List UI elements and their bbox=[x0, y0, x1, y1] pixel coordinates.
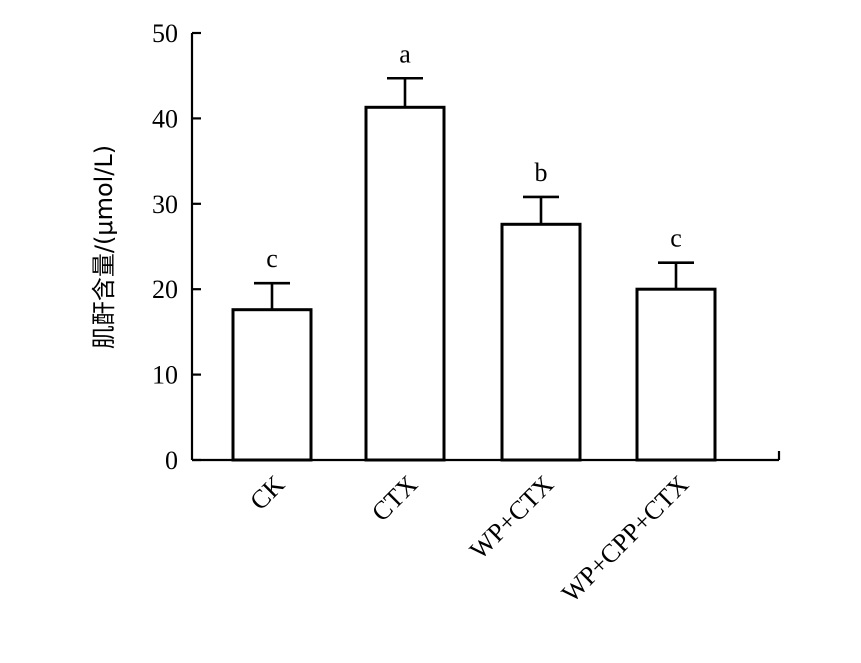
y-tick-label: 20 bbox=[152, 275, 178, 304]
bar bbox=[635, 287, 717, 462]
y-tick-label: 0 bbox=[165, 446, 178, 475]
bars: c a b c bbox=[231, 39, 717, 462]
category-label: CK bbox=[244, 470, 290, 516]
significance-label: c bbox=[670, 224, 682, 253]
significance-label: b bbox=[535, 158, 548, 187]
y-axis: 0 10 20 30 40 50 bbox=[152, 19, 201, 475]
y-tick-label: 30 bbox=[152, 190, 178, 219]
category-label: WP+CTX bbox=[464, 470, 559, 565]
bar bbox=[231, 308, 313, 462]
y-axis-title: 肌酐含量/(μmol/L) bbox=[90, 145, 118, 349]
significance-label: a bbox=[399, 39, 411, 68]
bar bbox=[500, 222, 582, 462]
y-tick-label: 50 bbox=[152, 19, 178, 48]
y-tick-label: 10 bbox=[152, 361, 178, 390]
y-tick-label: 40 bbox=[152, 104, 178, 133]
significance-label: c bbox=[266, 244, 278, 273]
category-label: WP+CPP+CTX bbox=[556, 470, 694, 608]
bar bbox=[364, 105, 446, 462]
category-label: CTX bbox=[366, 470, 423, 527]
